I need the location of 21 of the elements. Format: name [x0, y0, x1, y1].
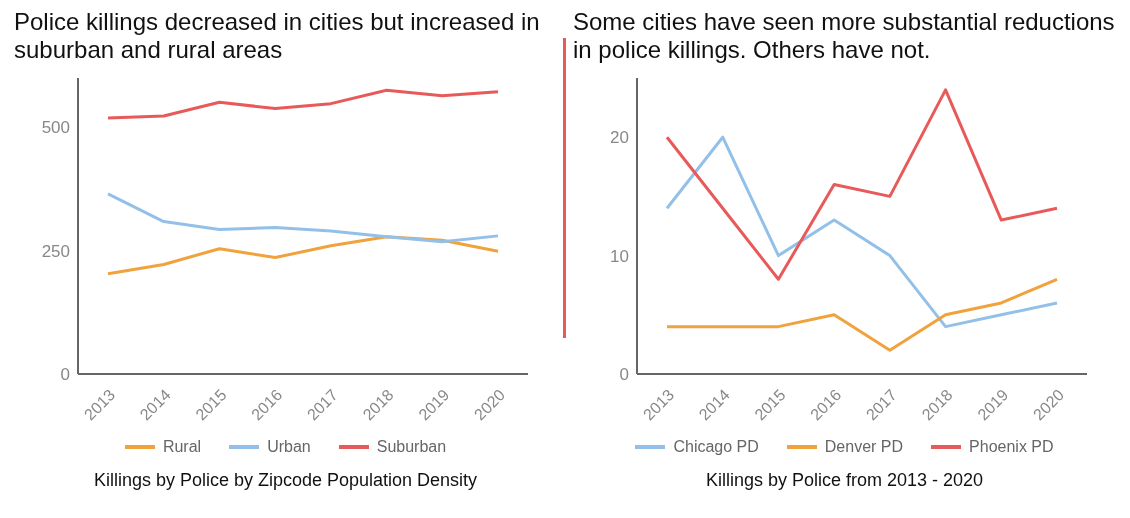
- legend-label: Rural: [162, 438, 202, 456]
- legend-label: Phoenix PD: [969, 438, 1054, 456]
- chart-title: Police killings decreased in cities but increased in suburban and rural areas: [13, 8, 541, 65]
- line-series: [665, 88, 1059, 281]
- line-series: [106, 88, 500, 120]
- line-series: [665, 135, 1059, 329]
- legend-label: Urban: [267, 438, 311, 456]
- line-series: [665, 277, 1059, 352]
- y-tick-label: 500: [41, 118, 70, 138]
- y-tick-label: 20: [610, 128, 629, 148]
- chart-title: Some cities have seen more substantial reductions in police killings. Others have not.: [572, 8, 1116, 65]
- x-axis-title: Killings by Police by Zipcode Population Density: [92, 470, 479, 491]
- line-series: [106, 192, 500, 244]
- y-tick-label: 0: [60, 365, 70, 385]
- legend-label: Chicago PD: [673, 438, 759, 456]
- legend-label: Suburban: [376, 438, 447, 456]
- y-tick-label: 0: [619, 365, 629, 385]
- y-tick-label: 250: [41, 241, 70, 261]
- x-axis-title: Killings by Police from 2013 - 2020: [704, 470, 985, 491]
- legend-label: Denver PD: [824, 438, 904, 456]
- y-tick-label: 10: [610, 246, 629, 266]
